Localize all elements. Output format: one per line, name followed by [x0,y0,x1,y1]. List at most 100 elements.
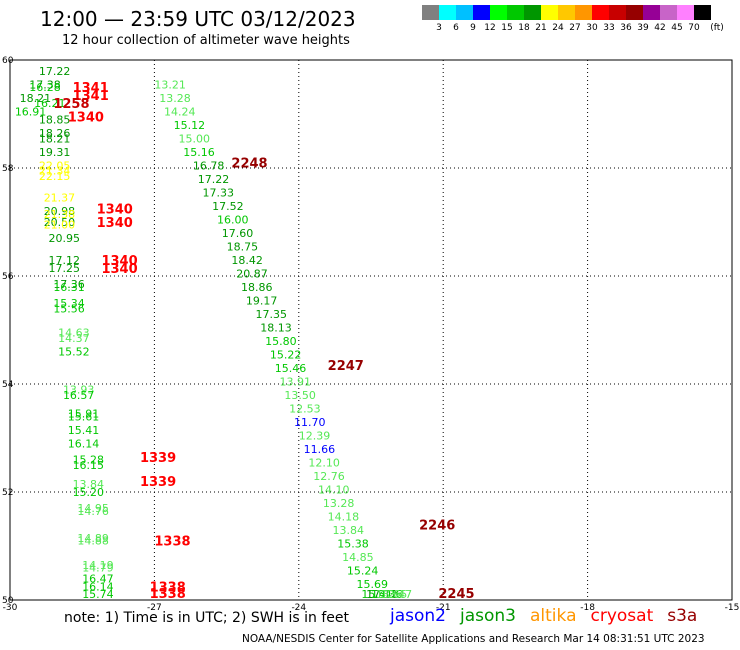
wave-height-value: 13.50 [284,389,316,402]
wave-height-value: 16.15 [73,459,105,472]
wave-height-value: 15.41 [361,588,393,601]
scale-swatch [626,5,643,20]
legend-entry-jason3: jason3 [460,606,516,626]
scale-label: 18 [518,23,530,33]
wave-height-value: 13.28 [159,92,191,105]
scale-label: 70 [688,23,700,33]
scale-swatch [694,5,711,20]
wave-height-value: 21.34 [39,165,71,178]
wave-height-value: 18.13 [260,321,292,334]
wave-height-value: 14.88 [77,535,109,548]
scale-swatch [456,5,473,20]
wave-height-value: 17.12 [49,254,81,267]
wave-height-value: 15.28 [73,454,105,467]
scale-label: 45 [671,23,683,33]
credit-footer: NOAA/NESDIS Center for Satellite Applica… [242,633,705,645]
wave-height-value: 17.35 [255,308,286,321]
wave-height-value: 14.85 [342,551,374,564]
wave-height-value: 14.89 [77,532,109,545]
wave-height-value: 15.36 [371,588,403,601]
wave-height-value: 12.53 [289,402,321,415]
wave-height-value: 11.66 [304,443,336,456]
scale-unit: (ft) [710,23,724,33]
wave-height-value: 15.69 [357,578,389,591]
scale-swatch [473,5,490,20]
wave-height-value: 17.52 [212,200,244,213]
pass-time-label: 1338 [150,587,186,602]
satellite-legend: jason2 jason3 altika cryosat s3a [390,606,711,626]
wave-height-value: 22.05 [39,159,71,172]
wave-height-value: 16.14 [68,437,100,450]
wave-height-value: 16.47 [82,572,114,585]
scale-swatch [609,5,626,20]
wave-height-value: 16.78 [193,159,225,172]
wave-height-value: 14.19 [82,559,114,572]
wave-height-value: 17.60 [222,227,254,240]
wave-height-value: 13.84 [73,478,105,491]
scale-swatch [643,5,660,20]
scale-label: 33 [603,23,615,33]
wave-height-value: 18.75 [227,240,259,253]
wave-height-value: 15.20 [73,486,105,499]
wave-height-value: 18.86 [241,281,272,294]
pass-time-label: 1340 [68,111,104,126]
scale-swatch [507,5,524,20]
wave-height-value: 22.15 [39,170,71,183]
wave-height-value: 14.63 [58,327,89,340]
x-tick-label: -27 [147,603,162,613]
x-tick-label: -15 [725,603,740,613]
plot-frame [9,59,733,601]
wave-height-value: 15.00 [178,132,210,145]
wave-height-value: 12.39 [299,429,331,442]
pass-time-label: 2247 [328,359,364,374]
page-title: 12:00 — 23:59 UTC 03/12/2023 [40,7,356,31]
wave-height-value: 17.38 [29,78,61,91]
wave-height-value: 18.85 [39,113,71,126]
wave-height-value: 20.98 [44,205,75,218]
scale-label: 27 [569,23,581,33]
pass-time-label: 1341 [73,81,109,96]
scale-swatch [524,5,541,20]
wave-height-value: 15.74 [82,588,114,601]
wave-height-value: 18.26 [39,127,71,140]
wave-height-value: 21.37 [44,192,75,205]
wave-height-value: 16.57 [63,389,95,402]
pass-time-label: 1339 [140,451,176,466]
pass-time-label: 1340 [97,203,133,218]
wave-height-value: 16.14 [82,581,114,594]
wave-height-value: 17.36 [53,278,85,291]
wave-height-value: 15.24 [347,564,379,577]
wave-height-value: 15.38 [337,537,369,550]
scale-swatch [660,5,677,20]
wave-height-value: 20.87 [236,267,268,280]
scale-swatch [677,5,694,20]
x-tick-label: -30 [3,603,18,613]
pass-time-label: 1340 [101,254,137,269]
legend-entry-altika: altika [530,606,577,626]
wave-height-value: 11.70 [294,416,326,429]
scale-swatch [439,5,456,20]
wave-height-value: 14.10 [318,483,350,496]
scale-label: 3 [436,23,442,33]
wave-height-value: 15.46 [275,362,307,375]
wave-height-value: 15.34 [53,297,85,310]
y-tick-label: 52 [2,488,13,498]
wave-height-value: 16.91 [15,105,46,118]
wave-height-value: 16.28 [29,81,61,94]
wave-height-value: 20.95 [49,232,81,245]
pass-time-label: 1339 [140,475,176,490]
wave-height-value: 17.25 [49,262,81,275]
wave-height-value: 15.80 [265,335,297,348]
wave-height-value: 13.21 [154,78,186,91]
wave-height-value: 15.52 [58,346,89,359]
pass-time-label: 2248 [231,157,267,172]
pass-time-label: 1340 [101,262,137,277]
scale-label: 15 [501,23,513,33]
wave-height-value: 13.28 [323,497,355,510]
wave-height-value: 14.24 [164,105,196,118]
wave-height-value: 14.76 [77,505,109,518]
y-tick-label: 50 [2,596,14,606]
scale-label: 42 [654,23,666,33]
wave-height-value: 14.79 [82,562,114,575]
wave-height-value: 15.12 [174,119,206,132]
